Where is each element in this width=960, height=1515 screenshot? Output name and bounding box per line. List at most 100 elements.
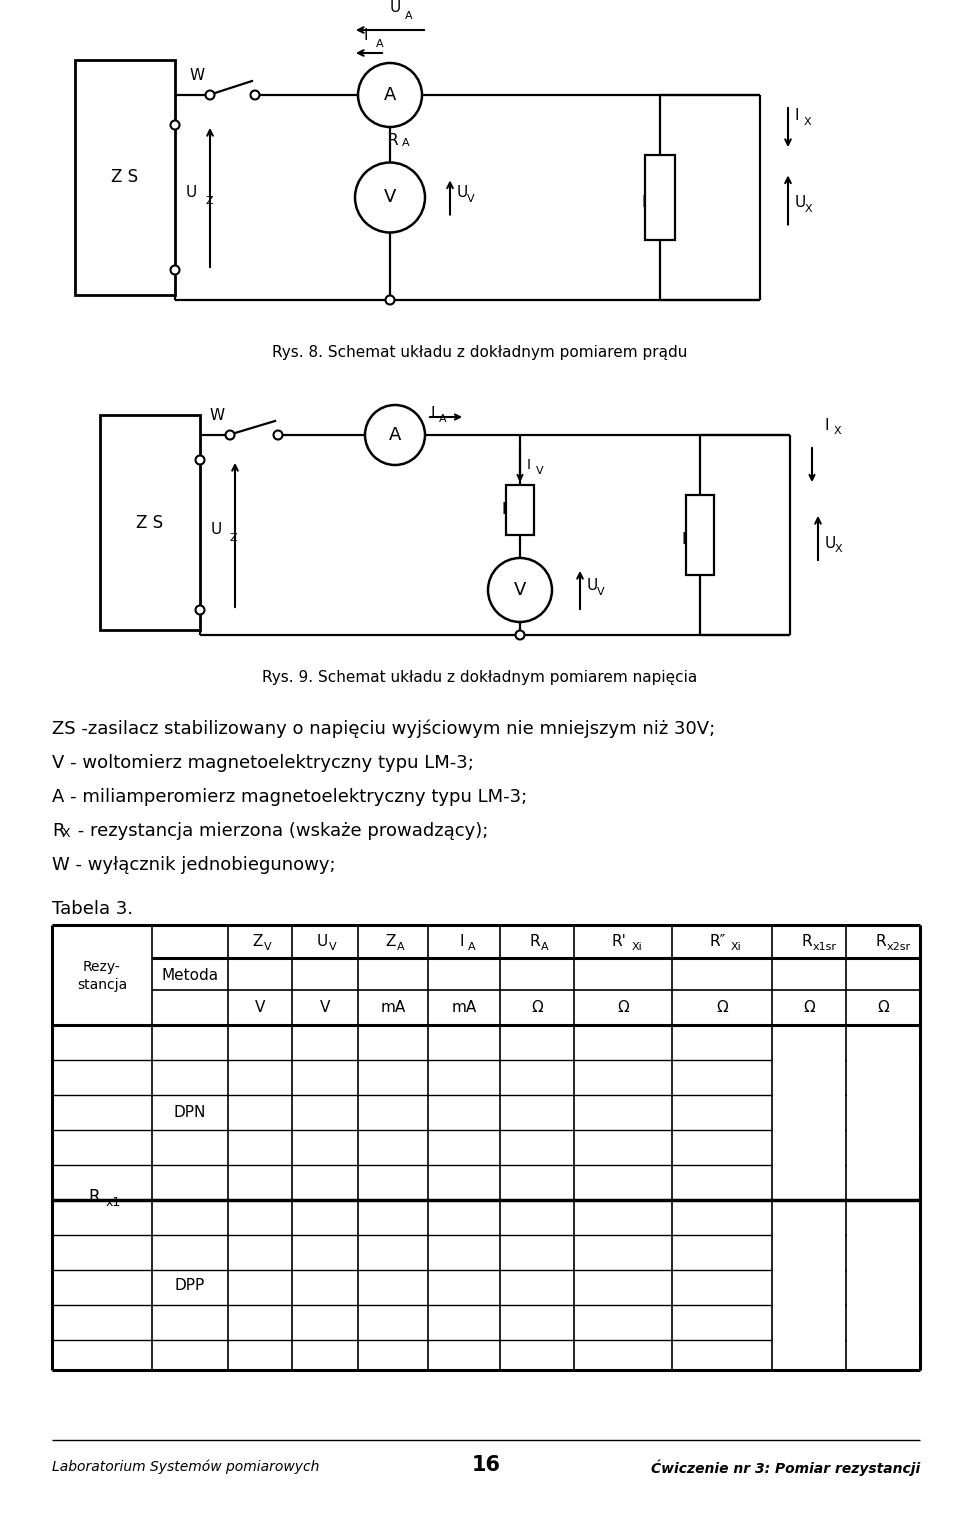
Text: Ω: Ω — [877, 1000, 889, 1015]
Bar — [100, 415, 200, 630]
Text: ZS -zasilacz stabilizowany o napięciu wyjściowym nie mniejszym niż 30V;: ZS -zasilacz stabilizowany o napięciu wy… — [52, 720, 715, 738]
Text: X: X — [700, 539, 708, 550]
Text: V: V — [597, 586, 605, 597]
Circle shape — [251, 91, 259, 100]
Text: I: I — [430, 406, 435, 421]
Circle shape — [205, 91, 214, 100]
Text: W: W — [190, 68, 205, 83]
Text: I: I — [795, 108, 800, 123]
Text: V: V — [536, 467, 543, 476]
Text: U: U — [457, 185, 468, 200]
Text: V: V — [467, 194, 474, 205]
Text: R″: R″ — [709, 935, 726, 948]
Text: Z: Z — [385, 935, 396, 948]
Text: Rezy-: Rezy- — [84, 961, 121, 974]
Text: U: U — [317, 935, 328, 948]
Text: V: V — [384, 188, 396, 206]
Text: Z: Z — [252, 935, 263, 948]
Text: R: R — [529, 935, 540, 948]
Text: U: U — [390, 0, 400, 15]
Circle shape — [196, 456, 204, 465]
Text: X: X — [804, 117, 811, 127]
Text: A: A — [468, 941, 475, 951]
Circle shape — [171, 265, 180, 274]
Text: R: R — [876, 935, 886, 948]
Text: x1: x1 — [106, 1195, 121, 1209]
Circle shape — [516, 630, 524, 639]
Text: R: R — [388, 133, 398, 148]
Text: 16: 16 — [471, 1454, 500, 1476]
Text: V: V — [320, 1000, 330, 1015]
Text: mA: mA — [451, 1000, 476, 1015]
Bar — [686, 495, 714, 576]
Bar — [645, 155, 675, 239]
Text: R': R' — [612, 935, 627, 948]
Text: Ω: Ω — [617, 1000, 629, 1015]
Text: U: U — [211, 523, 222, 538]
Text: Xi: Xi — [632, 941, 643, 951]
Text: Ω: Ω — [716, 1000, 728, 1015]
Text: A: A — [439, 414, 446, 424]
Text: V: V — [520, 512, 528, 523]
Text: U: U — [587, 577, 598, 592]
Text: V: V — [264, 941, 272, 951]
Text: A: A — [541, 941, 548, 951]
Text: Ω: Ω — [531, 1000, 542, 1015]
Text: DPN: DPN — [174, 1104, 206, 1120]
Text: Laboratorium Systemów pomiarowych: Laboratorium Systemów pomiarowych — [52, 1460, 320, 1474]
Text: mA: mA — [380, 1000, 406, 1015]
Text: W: W — [210, 408, 225, 423]
Text: Rys. 8. Schemat układu z dokładnym pomiarem prądu: Rys. 8. Schemat układu z dokładnym pomia… — [273, 345, 687, 361]
Text: R: R — [682, 532, 692, 547]
Text: A: A — [376, 39, 384, 48]
Text: I: I — [364, 27, 368, 42]
Text: A: A — [389, 426, 401, 444]
Text: x2sr: x2sr — [887, 941, 911, 951]
Text: V: V — [329, 941, 337, 951]
Text: R: R — [52, 823, 64, 839]
Text: A - miliamperomierz magnetoelektryczny typu LM-3;: A - miliamperomierz magnetoelektryczny t… — [52, 788, 527, 806]
Text: A: A — [384, 86, 396, 105]
Text: stancja: stancja — [77, 979, 127, 992]
Circle shape — [196, 606, 204, 615]
Text: Z S: Z S — [111, 168, 138, 186]
Text: X: X — [834, 426, 842, 436]
Text: V: V — [254, 1000, 265, 1015]
Circle shape — [355, 162, 425, 232]
Text: V: V — [514, 580, 526, 598]
Circle shape — [171, 121, 180, 129]
Text: A: A — [397, 941, 404, 951]
Bar — [75, 61, 175, 295]
Text: Xi: Xi — [731, 941, 742, 951]
Text: W - wyłącznik jednobiegunowy;: W - wyłącznik jednobiegunowy; — [52, 856, 336, 874]
Circle shape — [488, 558, 552, 623]
Circle shape — [274, 430, 282, 439]
Text: - rezystancja mierzona (wskaże prowadzący);: - rezystancja mierzona (wskaże prowadząc… — [72, 823, 489, 839]
Text: x1sr: x1sr — [813, 941, 837, 951]
Circle shape — [358, 64, 422, 127]
Text: Z: Z — [230, 533, 238, 542]
Circle shape — [365, 405, 425, 465]
Text: Tabela 3.: Tabela 3. — [52, 900, 133, 918]
Text: X: X — [835, 544, 843, 554]
Text: Ω: Ω — [804, 1000, 815, 1015]
Text: V - woltomierz magnetoelektryczny typu LM-3;: V - woltomierz magnetoelektryczny typu L… — [52, 754, 474, 773]
Text: I: I — [825, 418, 829, 432]
Text: X: X — [660, 203, 667, 212]
Bar — [506, 485, 534, 535]
Text: U: U — [825, 535, 836, 550]
Text: A: A — [405, 11, 413, 21]
Text: X: X — [62, 827, 71, 839]
Text: R: R — [641, 195, 652, 211]
Text: DPP: DPP — [175, 1277, 205, 1292]
Text: A: A — [402, 138, 410, 148]
Text: I: I — [459, 935, 464, 948]
Text: U: U — [795, 195, 806, 211]
Text: R: R — [501, 503, 512, 518]
Circle shape — [386, 295, 395, 305]
Text: Z S: Z S — [136, 514, 163, 532]
Text: R: R — [88, 1188, 100, 1206]
Text: X: X — [805, 205, 812, 215]
Text: Ćwiczenie nr 3: Pomiar rezystancji: Ćwiczenie nr 3: Pomiar rezystancji — [651, 1460, 920, 1477]
Text: Z: Z — [205, 195, 212, 206]
